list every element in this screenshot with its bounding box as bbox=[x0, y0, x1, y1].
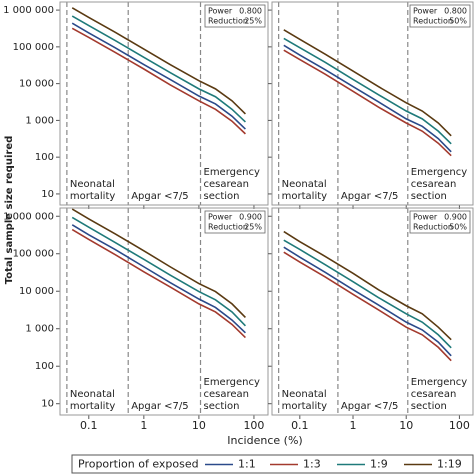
series-line bbox=[283, 44, 452, 153]
annotation-value: 0.800 bbox=[239, 7, 262, 16]
annotation-key: Power bbox=[413, 7, 438, 16]
y-tick-label: 1 000 bbox=[25, 115, 54, 126]
panel-frame bbox=[271, 1, 474, 206]
series-line bbox=[283, 230, 452, 341]
reference-label: cesarean bbox=[411, 389, 457, 400]
legend-label: 1:1 bbox=[238, 458, 256, 471]
series-line bbox=[71, 216, 246, 327]
y-tick-label: 10 bbox=[41, 399, 54, 410]
annotation-key: Power bbox=[208, 7, 233, 16]
series-line bbox=[71, 27, 246, 135]
panel-frame bbox=[59, 207, 269, 416]
y-tick-label: 10 000 bbox=[19, 286, 54, 297]
reference-label: Emergency bbox=[204, 377, 260, 388]
annotation-value: 25% bbox=[244, 223, 262, 232]
series-line bbox=[283, 49, 452, 157]
y-axis-label: Total sample size required bbox=[4, 136, 15, 285]
series-line bbox=[71, 224, 246, 334]
x-tick-label: 100 bbox=[243, 419, 264, 432]
y-tick-label: 10 bbox=[41, 189, 54, 200]
plot-area bbox=[283, 230, 452, 362]
series-line bbox=[283, 246, 452, 357]
y-tick-label: 100 bbox=[35, 361, 54, 372]
x-tick-label: 100 bbox=[449, 419, 470, 432]
y-tick-label: 1 000 000 bbox=[3, 5, 54, 16]
series-line bbox=[71, 208, 246, 319]
reference-label: Neonatal bbox=[282, 389, 327, 400]
x-tick-label: 0.1 bbox=[80, 419, 98, 432]
series-line bbox=[283, 37, 452, 145]
y-tick-label: 100 bbox=[35, 152, 54, 163]
reference-label: Emergency bbox=[204, 167, 260, 178]
reference-label: section bbox=[204, 401, 240, 412]
reference-label: Neonatal bbox=[282, 179, 327, 190]
y-tick-label: 100 000 bbox=[13, 249, 54, 260]
annotation-key: Power bbox=[208, 213, 233, 222]
reference-label: Emergency bbox=[411, 377, 467, 388]
y-tick-label: 1 000 000 bbox=[3, 211, 54, 222]
reference-label: section bbox=[411, 191, 447, 202]
annotation-key: Reduction bbox=[413, 17, 453, 26]
series-line bbox=[71, 22, 246, 130]
panel-frame bbox=[271, 207, 474, 416]
reference-label: mortality bbox=[282, 401, 327, 412]
series-line bbox=[283, 251, 452, 362]
reference-label: Apgar <7/5 bbox=[341, 401, 398, 412]
series-line bbox=[283, 239, 452, 349]
plot-area bbox=[283, 29, 452, 157]
annotation-value: 50% bbox=[449, 223, 467, 232]
reference-label: Neonatal bbox=[70, 389, 115, 400]
panel-frame bbox=[59, 1, 269, 206]
y-tick-label: 10 000 bbox=[19, 79, 54, 90]
reference-label: cesarean bbox=[204, 179, 250, 190]
reference-label: Apgar <7/5 bbox=[131, 401, 188, 412]
reference-label: cesarean bbox=[204, 389, 250, 400]
annotation-value: 25% bbox=[244, 17, 262, 26]
annotation-box bbox=[204, 4, 266, 28]
legend-box bbox=[71, 454, 474, 474]
reference-label: Apgar <7/5 bbox=[131, 191, 188, 202]
annotation-box bbox=[409, 210, 471, 234]
annotation-key: Reduction bbox=[208, 17, 248, 26]
reference-label: mortality bbox=[70, 191, 115, 202]
reference-label: Emergency bbox=[411, 167, 467, 178]
annotation-box bbox=[409, 4, 471, 28]
x-tick-label: 1 bbox=[350, 419, 357, 432]
legend-label: 1:19 bbox=[437, 458, 462, 471]
annotation-key: Power bbox=[413, 213, 438, 222]
annotation-value: 0.800 bbox=[444, 7, 467, 16]
series-line bbox=[71, 15, 246, 123]
reference-label: Apgar <7/5 bbox=[341, 191, 398, 202]
plot-area bbox=[71, 7, 246, 135]
annotation-value: 0.900 bbox=[444, 213, 467, 222]
series-line bbox=[71, 228, 246, 339]
reference-label: Neonatal bbox=[70, 179, 115, 190]
annotation-key: Reduction bbox=[413, 223, 453, 232]
reference-label: mortality bbox=[282, 191, 327, 202]
legend-title: Proportion of exposed bbox=[78, 458, 199, 471]
plot-area bbox=[71, 208, 246, 339]
reference-label: mortality bbox=[70, 401, 115, 412]
series-line bbox=[71, 7, 246, 115]
y-tick-label: 100 000 bbox=[13, 42, 54, 53]
legend-label: 1:3 bbox=[303, 458, 321, 471]
x-tick-label: 10 bbox=[399, 419, 413, 432]
legend-label: 1:9 bbox=[370, 458, 388, 471]
x-tick-label: 0.1 bbox=[291, 419, 309, 432]
annotation-box bbox=[204, 210, 266, 234]
annotation-key: Reduction bbox=[208, 223, 248, 232]
series-line bbox=[283, 29, 452, 137]
reference-label: section bbox=[204, 191, 240, 202]
reference-label: section bbox=[411, 401, 447, 412]
annotation-value: 50% bbox=[449, 17, 467, 26]
x-tick-label: 1 bbox=[140, 419, 147, 432]
x-axis-label: Incidence (%) bbox=[227, 434, 302, 447]
reference-label: cesarean bbox=[411, 179, 457, 190]
annotation-value: 0.900 bbox=[239, 213, 262, 222]
y-tick-label: 1 000 bbox=[25, 324, 54, 335]
x-tick-label: 10 bbox=[192, 419, 206, 432]
